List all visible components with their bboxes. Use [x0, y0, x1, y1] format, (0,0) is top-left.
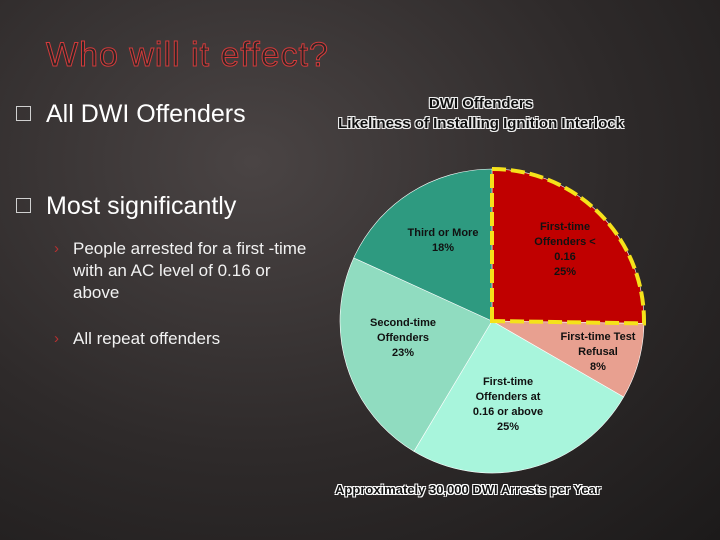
slice-label: First-time Test Refusal 8% — [560, 330, 636, 373]
slice-label: First-time Offenders at 0.16 or above 25% — [472, 376, 544, 433]
slice-highlight-border — [490, 166, 646, 326]
chevron-right-icon: › — [54, 240, 59, 257]
pie-slice — [413, 320, 625, 474]
chart-footnote: Approximately 30,000 DWI Arrests per Yea… — [335, 482, 601, 497]
bullet-box-icon — [16, 106, 31, 121]
bullet-box-icon — [16, 198, 31, 213]
chart-title-block: DWI Offenders Likeliness of Installing I… — [320, 94, 642, 134]
bullet-text: Most significantly — [46, 192, 237, 220]
chart-subtitle: Likeliness of Installing Ignition Interl… — [338, 115, 624, 132]
bullet-item: All DWI Offenders — [16, 98, 316, 130]
subbullet-item: › All repeat offenders — [16, 328, 316, 350]
slice-label: First-time Offenders <0.16 25% — [534, 221, 596, 278]
subbullet-item: › People arrested for a first -time with… — [16, 238, 316, 304]
slice-label: Third or More 18% — [407, 227, 479, 254]
bullet-list: All DWI Offenders Most significantly › P… — [16, 98, 316, 350]
chevron-right-icon: › — [54, 330, 59, 347]
bullet-text: All DWI Offenders — [46, 100, 246, 128]
bullet-item: Most significantly — [16, 190, 316, 222]
slice-label: Second-time Offenders 23% — [369, 316, 436, 359]
pie-slice — [339, 257, 493, 452]
pie-slice — [353, 168, 493, 322]
chart-title: DWI Offenders — [428, 95, 534, 112]
slide-title: Who will it effect? — [46, 36, 329, 75]
subbullet-text: People arrested for a first -time with a… — [73, 239, 307, 302]
subbullet-text: All repeat offenders — [73, 329, 221, 348]
